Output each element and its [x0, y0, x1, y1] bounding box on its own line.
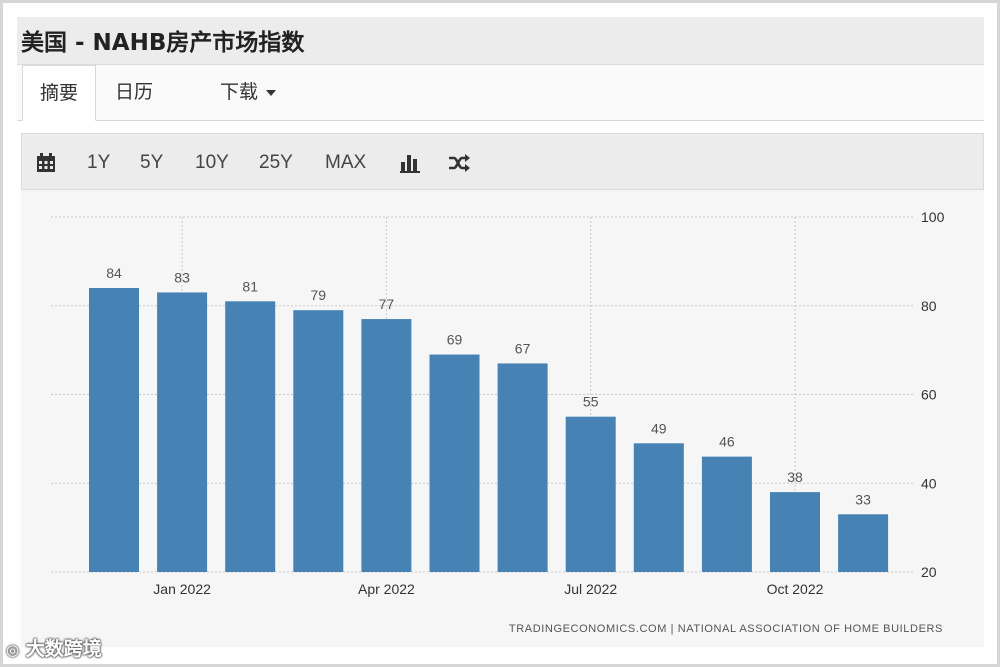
bar	[838, 514, 889, 572]
shuffle-icon	[449, 153, 470, 172]
bar	[89, 288, 139, 572]
compare-button[interactable]	[448, 134, 470, 191]
bar	[293, 310, 344, 572]
data-label: 83	[174, 269, 190, 285]
data-label: 55	[583, 394, 599, 410]
bar	[497, 363, 548, 572]
data-label: 33	[855, 491, 871, 507]
range-25y-button[interactable]: 25Y	[259, 152, 293, 173]
x-tick-label: Jan 2022	[153, 581, 211, 597]
data-label: 46	[719, 434, 735, 450]
bar	[361, 319, 412, 572]
data-label: 49	[651, 420, 667, 436]
tab-summary[interactable]: 摘要	[22, 65, 96, 121]
tab-download-label: 下载	[220, 81, 259, 103]
bar	[770, 492, 820, 572]
y-tick-label: 40	[921, 475, 937, 491]
bar	[429, 354, 480, 572]
data-label: 77	[379, 296, 395, 312]
data-label: 79	[311, 287, 327, 303]
data-label: 69	[447, 332, 463, 348]
calendar-button[interactable]	[36, 134, 56, 191]
data-label: 81	[242, 278, 258, 294]
chart-area: 20 40 60 80 100 84 83 81 79 77 69 67 55 49 46 38 33 Jan 2…	[21, 190, 984, 647]
page-title: 美国 - NAHB房产市场指数	[21, 30, 305, 56]
bar-chart-icon	[400, 154, 420, 173]
page-header: 美国 - NAHB房产市场指数	[17, 17, 984, 65]
data-label: 38	[787, 469, 803, 485]
range-5y-button[interactable]: 5Y	[140, 152, 164, 173]
chart-toolbar: 1Y 5Y 10Y 25Y MAX	[21, 133, 984, 190]
watermark-text: 大数跨境	[25, 638, 102, 660]
y-tick-label: 80	[921, 298, 937, 314]
tab-download[interactable]: 下载	[220, 65, 277, 120]
tab-calendar[interactable]: 日历	[115, 65, 153, 120]
x-tick-label: Apr 2022	[358, 581, 415, 597]
y-tick-label: 20	[921, 564, 937, 580]
data-label: 67	[515, 340, 531, 356]
tab-calendar-label: 日历	[115, 81, 154, 103]
bar-chart: 20 40 60 80 100 84 83 81 79 77 69 67 55 49 46 38 33 Jan 2…	[51, 209, 945, 635]
source-text: TRADINGECONOMICS.COM | NATIONAL ASSOCIAT…	[509, 623, 943, 635]
bar	[225, 301, 276, 572]
range-max-button[interactable]: MAX	[325, 152, 367, 173]
range-1y-button[interactable]: 1Y	[87, 152, 111, 173]
x-tick-label: Oct 2022	[767, 581, 824, 597]
data-label: 84	[106, 265, 122, 281]
bar	[701, 456, 752, 572]
watermark: ◎ 大数跨境	[6, 634, 102, 661]
tab-summary-label: 摘要	[39, 82, 78, 104]
y-tick-label: 100	[921, 209, 945, 225]
watermark-logo-icon: ◎	[6, 641, 20, 659]
bar	[157, 292, 208, 572]
x-tick-label: Jul 2022	[564, 581, 617, 597]
calendar-icon	[37, 152, 55, 172]
bar	[633, 443, 684, 572]
caret-down-icon	[266, 89, 277, 96]
y-tick-label: 60	[921, 387, 937, 403]
range-10y-button[interactable]: 10Y	[195, 152, 229, 173]
tab-bar: 摘要 日历 下载	[17, 65, 984, 121]
chart-type-button[interactable]	[400, 134, 420, 191]
bar	[565, 416, 616, 572]
